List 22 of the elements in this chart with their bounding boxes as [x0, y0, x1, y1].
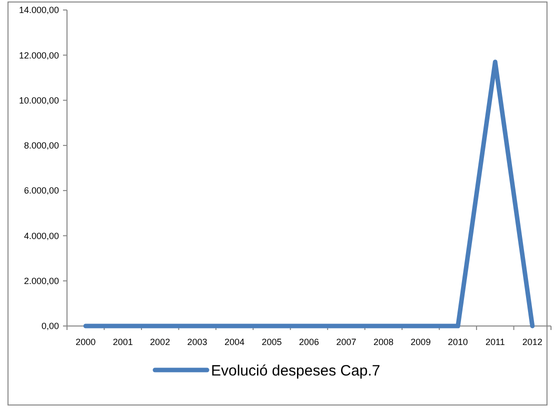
x-tick-label: 2009	[410, 337, 431, 347]
x-tick-label: 2001	[112, 337, 133, 347]
x-tick-label: 2006	[298, 337, 320, 347]
y-tick-label: 6.000,00	[24, 186, 59, 196]
y-tick-label: 4.000,00	[24, 230, 59, 241]
x-tick-label: 2000	[76, 337, 96, 347]
x-tick-label: 2010	[448, 337, 468, 347]
x-tick-label: 2011	[485, 337, 505, 347]
y-tick-label: 10.000,00	[18, 95, 59, 106]
y-tick-label: 2.000,00	[24, 276, 59, 286]
y-tick-label: 8.000,00	[24, 140, 59, 151]
x-tick-label: 2008	[373, 337, 394, 347]
y-tick-label: 0,00	[41, 321, 59, 332]
x-tick-label: 2007	[336, 337, 356, 347]
x-tick-label: 2012	[522, 337, 542, 347]
x-tick-label: 2003	[187, 337, 208, 347]
x-tick-label: 2005	[262, 337, 282, 347]
x-tick-label: 2002	[150, 337, 170, 347]
legend-label: Evolució despeses Cap.7	[211, 362, 380, 380]
y-tick-label: 12.000,00	[18, 50, 59, 60]
x-tick-label: 2004	[224, 337, 245, 347]
y-tick-label: 14.000,00	[18, 5, 59, 16]
